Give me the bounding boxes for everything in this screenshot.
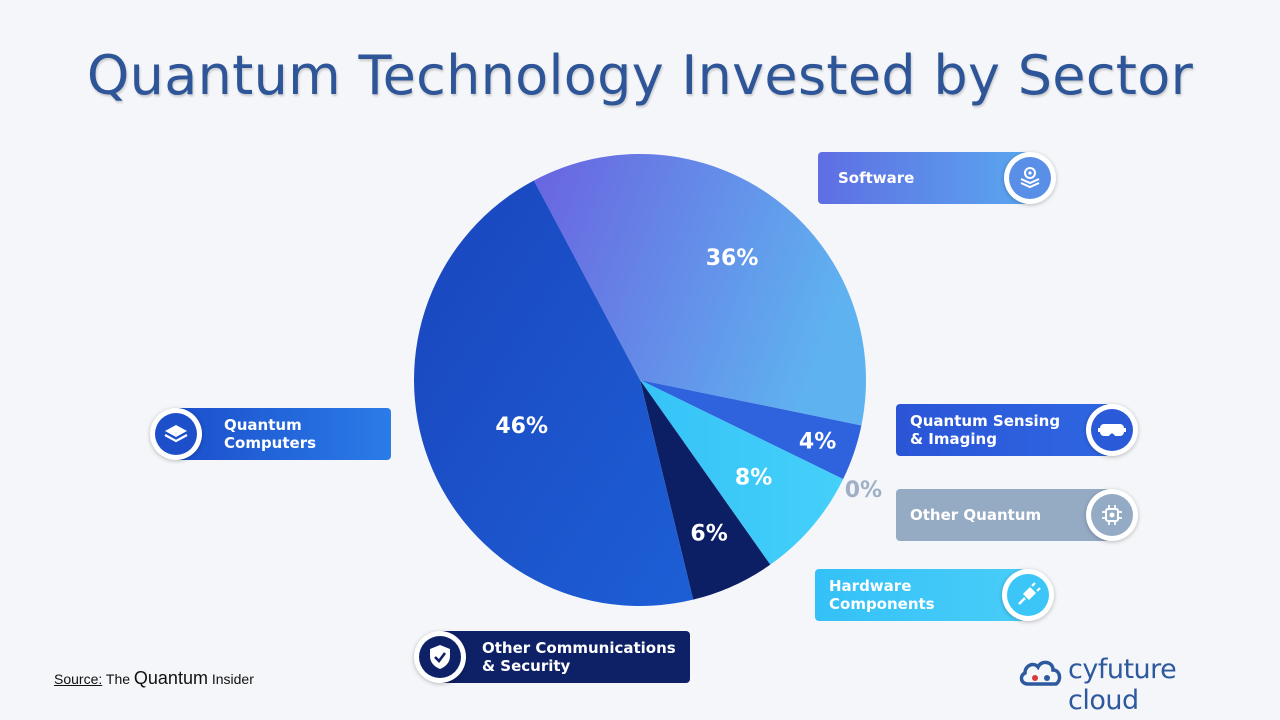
legend-badge-other-communications	[414, 631, 466, 683]
pie-slice-hardware	[640, 380, 844, 565]
chart-title: Quantum Technology Invested by Sector	[86, 44, 1194, 107]
legend-label-other-communications: Other Communications & Security	[482, 639, 676, 675]
legend-tag-other-quantum: Other Quantum	[896, 489, 1110, 541]
legend-badge-software	[1004, 152, 1056, 204]
cloud-logo-icon	[1019, 660, 1062, 686]
pct-label-other-quantum: 0%	[845, 478, 882, 503]
pct-label-other-communications: 6%	[690, 521, 727, 546]
legend-tag-quantum-computers: Quantum Computers	[176, 408, 391, 460]
legend-badge-quantum-sensing	[1086, 404, 1138, 456]
logo-text: cyfuture cloud	[1068, 654, 1177, 716]
layers-gear-icon	[1020, 167, 1040, 189]
legend-label-other-quantum: Other Quantum	[910, 506, 1042, 524]
source-label: Source:	[54, 671, 103, 687]
source-quantum: Quantum	[133, 668, 208, 688]
source-the: The	[105, 671, 131, 687]
legend-tag-quantum-sensing: Quantum Sensing & Imaging	[896, 404, 1110, 456]
legend-tag-other-communications: Other Communications & Security	[440, 631, 690, 683]
legend-tag-hardware: Hardware Components	[815, 569, 1025, 621]
legend-tag-software: Software	[818, 152, 1028, 204]
vr-headset-icon	[1098, 424, 1126, 436]
legend-label-quantum-computers: Quantum Computers	[224, 416, 317, 452]
pct-label-quantum-computers: 46%	[495, 414, 548, 439]
stack-layers-icon	[164, 425, 188, 443]
pct-label-quantum-sensing: 4%	[799, 429, 836, 454]
legend-badge-hardware	[1002, 569, 1054, 621]
pie-slice-quantum-sensing	[640, 380, 862, 480]
legend-label-software: Software	[838, 169, 915, 187]
company-logo: cyfuture cloud	[1018, 652, 1248, 716]
shield-check-icon	[430, 645, 450, 669]
legend-label-quantum-sensing: Quantum Sensing & Imaging	[910, 412, 1061, 448]
legend-label-hardware: Hardware Components	[829, 577, 935, 613]
pct-label-software: 36%	[706, 246, 759, 271]
source-insider: Insider	[211, 671, 254, 687]
pie-slice-quantum-computers	[413, 180, 694, 607]
pie-slice-software	[533, 153, 867, 426]
legend-badge-other-quantum	[1086, 489, 1138, 541]
plug-icon	[1018, 582, 1041, 605]
chip-icon	[1102, 505, 1122, 525]
pie-slice-other-communications	[640, 380, 771, 600]
pct-label-hardware: 8%	[735, 466, 772, 491]
legend-badge-quantum-computers	[150, 408, 202, 460]
source-note: Source: The Quantum Insider	[54, 668, 254, 689]
